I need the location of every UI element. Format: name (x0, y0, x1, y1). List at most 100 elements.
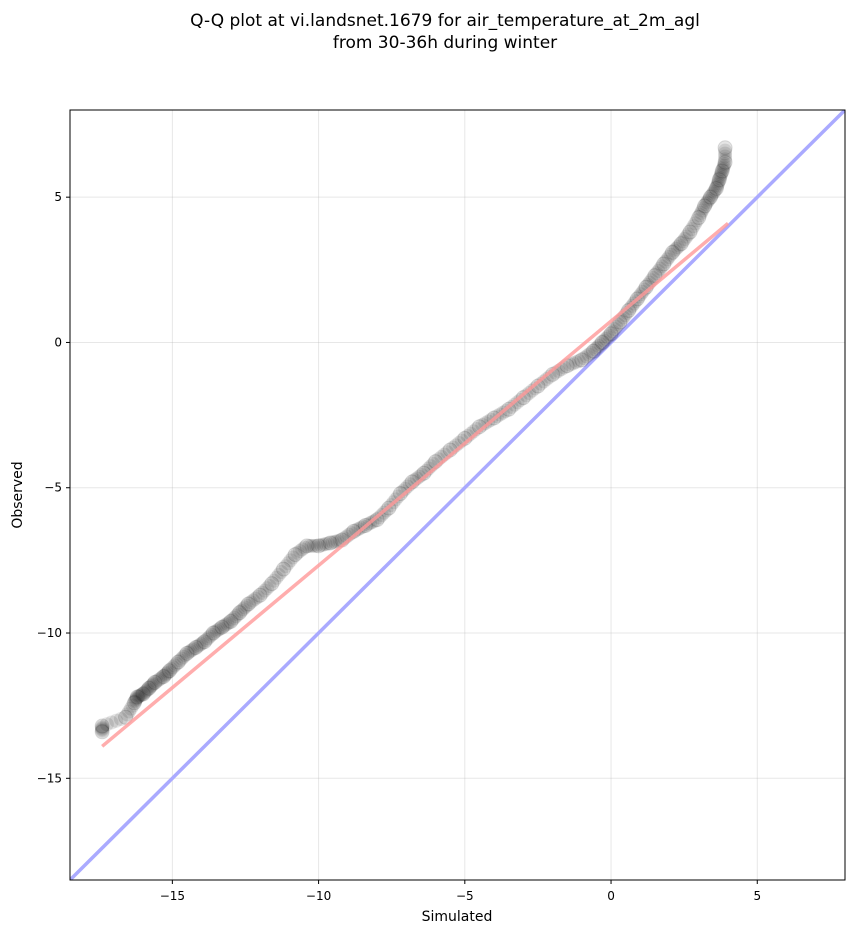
quantile-point (164, 662, 179, 677)
quantile-point (351, 521, 366, 536)
quantile-point (609, 319, 624, 334)
quantile-point (475, 417, 490, 432)
x-tick-label: 5 (753, 889, 761, 903)
quantile-point (208, 624, 223, 639)
quantile-point (591, 338, 606, 353)
quantile-point (701, 193, 716, 208)
quantile-point (255, 585, 270, 600)
quantile-point (262, 578, 277, 593)
quantile-point (147, 674, 163, 690)
quantile-point (706, 184, 721, 199)
quantile-point (658, 254, 673, 269)
quantile-point (395, 484, 410, 499)
quantile-point (690, 213, 705, 228)
quantile-point (141, 680, 157, 696)
quantile-point (292, 544, 307, 559)
quantile-point (718, 146, 733, 161)
quantile-point (201, 631, 216, 646)
quantile-point (154, 670, 169, 685)
quantile-point (392, 486, 408, 502)
quantile-point (139, 683, 154, 698)
quantile-point (285, 550, 300, 565)
quantile-point (533, 376, 548, 391)
quantile-point (290, 545, 305, 560)
quantile-point (688, 216, 703, 231)
quantile-point (563, 357, 578, 372)
quantile-point (95, 720, 110, 735)
quantile-point (95, 723, 110, 738)
quantile-point (129, 691, 144, 706)
quantile-point (714, 163, 730, 179)
quantile-point (179, 645, 195, 661)
quantile-point (199, 632, 214, 647)
quantile-point (287, 547, 303, 563)
quantile-point (651, 263, 666, 278)
quantile-point (718, 149, 733, 164)
quantile-point (190, 639, 205, 654)
quantile-point (579, 349, 594, 364)
quantile-point (132, 688, 147, 703)
quantile-point (670, 240, 685, 255)
quantile-point (156, 669, 172, 685)
quantile-point (94, 724, 110, 740)
quantile-point (131, 689, 146, 704)
quantile-point (704, 188, 719, 203)
quantile-point (204, 627, 219, 642)
quantile-point (309, 538, 324, 553)
quantile-point (660, 252, 675, 267)
quantile-point (656, 256, 672, 272)
identity-line (70, 110, 845, 880)
quantile-point (239, 598, 254, 613)
axis-ticks: −15 −10 −5 0 5 −15 −10 −5 0 5 (37, 190, 761, 903)
quantile-point (127, 694, 142, 709)
quantile-point (536, 374, 551, 389)
quantile-point (584, 345, 599, 360)
quantile-point (709, 179, 724, 194)
quantile-point (95, 722, 110, 737)
quantile-point (128, 693, 143, 708)
quantile-point (478, 416, 493, 431)
quantile-point (708, 180, 724, 196)
quantile-point (574, 352, 590, 368)
quantile-point (597, 333, 612, 348)
quantile-point (202, 629, 217, 644)
quantile-point (691, 210, 707, 226)
quantile-point (113, 712, 128, 727)
quantile-point (699, 195, 714, 210)
quantile-point (695, 203, 710, 218)
quantile-point (349, 523, 364, 538)
quantile-point (571, 354, 586, 369)
quantile-point (681, 227, 696, 242)
quantile-point (318, 537, 333, 552)
quantile-point (623, 301, 638, 316)
quantile-point (313, 538, 328, 553)
quantile-point (160, 666, 175, 681)
quantile-point (716, 158, 731, 173)
quantile-point (585, 343, 601, 359)
quantile-point (209, 623, 224, 638)
fit-line (101, 221, 730, 748)
y-tick-label: −15 (37, 771, 62, 785)
quantile-point (715, 162, 730, 177)
quantile-point (197, 634, 213, 650)
quantile-point (151, 673, 166, 688)
quantile-point (257, 583, 272, 598)
quantile-point (677, 232, 692, 247)
quantile-point (118, 709, 134, 725)
quantile-point (187, 641, 201, 656)
axes-frame (69, 109, 846, 881)
quantile-point (594, 334, 610, 350)
quantile-point (311, 538, 327, 554)
quantile-point (672, 238, 687, 253)
quantile-point (513, 392, 528, 407)
quantile-point (94, 718, 110, 734)
quantile-point (167, 658, 182, 673)
quantile-point (519, 388, 534, 403)
quantile-point (138, 684, 153, 699)
quantile-point (172, 653, 187, 668)
quantile-point (144, 678, 159, 693)
quantile-point (320, 536, 335, 551)
x-tick-label: −10 (306, 889, 331, 903)
quantile-point (299, 538, 315, 554)
